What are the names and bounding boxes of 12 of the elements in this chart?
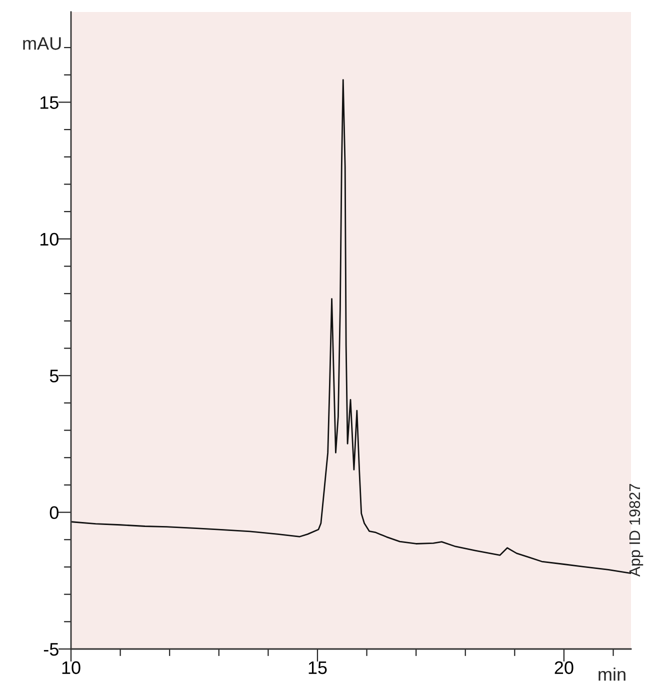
y-tick-label: -5: [44, 643, 58, 656]
x-tick-label: 15: [308, 661, 327, 674]
y-tick-label: 5: [50, 370, 58, 382]
x-axis-title: min: [598, 668, 626, 681]
y-tick-label: 10: [40, 232, 58, 246]
y-axis-title: mAU: [23, 37, 61, 50]
line-series: [71, 79, 631, 574]
x-tick-label: 20: [554, 661, 574, 674]
y-tick-label: 15: [40, 96, 58, 109]
x-tick-label: 10: [62, 661, 80, 674]
annotation: App ID 19827: [629, 484, 644, 577]
y-tick-label: 0: [50, 506, 58, 520]
